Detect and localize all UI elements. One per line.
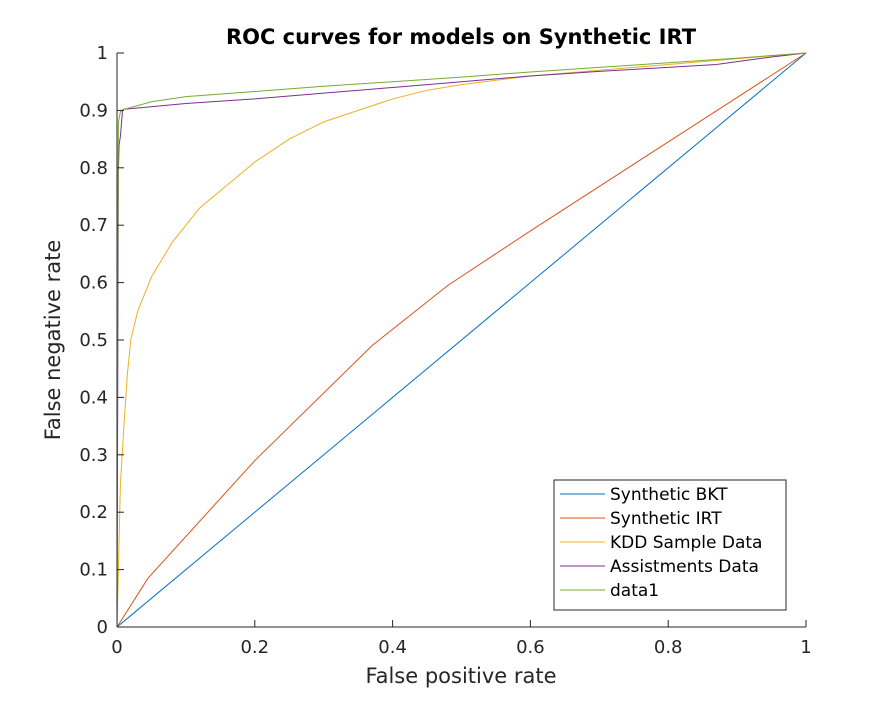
y-axis-label: False negative rate <box>41 240 65 441</box>
y-tick-label: 0.3 <box>79 445 108 466</box>
y-tick-label: 0.9 <box>79 100 108 121</box>
series-line-1 <box>116 52 807 628</box>
y-tick-label: 0.2 <box>79 502 108 523</box>
x-tick-label: 0 <box>111 637 122 658</box>
x-tick-label: 1 <box>800 637 811 658</box>
x-tick-label: 0.2 <box>240 637 269 658</box>
legend-label: Assistments Data <box>610 557 759 577</box>
y-tick-label: 0.8 <box>79 158 108 179</box>
plot-lines <box>116 52 807 628</box>
y-tick-label: 0.5 <box>79 330 108 351</box>
legend: Synthetic BKT Synthetic IRT KDD Sample Dat… <box>553 479 787 611</box>
series-line-4 <box>116 52 807 628</box>
legend-label: KDD Sample Data <box>610 533 762 553</box>
x-tick-label: 0.6 <box>516 637 545 658</box>
chart-title: ROC curves for models on Synthetic IRT <box>226 25 697 49</box>
legend-label: Synthetic IRT <box>610 509 722 529</box>
series-line-5 <box>116 52 807 628</box>
x-axis-label: False positive rate <box>365 664 556 688</box>
legend-label: Synthetic BKT <box>610 485 728 505</box>
series-line-3 <box>116 52 807 628</box>
y-tick-label: 0 <box>97 617 108 638</box>
axes <box>116 52 807 628</box>
y-tick-label: 1 <box>97 43 108 64</box>
x-tick-labels: 0 0.2 0.4 0.6 0.8 1 <box>111 637 811 658</box>
series-line-2 <box>116 52 807 628</box>
y-tick-label: 0.1 <box>79 560 108 581</box>
legend-box <box>553 479 787 611</box>
x-tick-label: 0.8 <box>654 637 683 658</box>
y-tick-label: 0.4 <box>79 387 108 408</box>
x-tick-label: 0.4 <box>378 637 407 658</box>
legend-label: data1 <box>610 581 659 601</box>
y-tick-label: 0.6 <box>79 273 108 294</box>
y-tick-label: 0.7 <box>79 215 108 236</box>
y-tick-labels: 0 0.1 0.2 0.3 0.4 0.5 0.6 0.7 0.8 0.9 1 <box>79 43 108 638</box>
